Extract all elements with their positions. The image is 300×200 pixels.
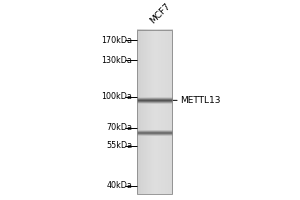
Text: 130kDa: 130kDa xyxy=(101,56,132,65)
Text: 170kDa: 170kDa xyxy=(101,36,132,45)
Text: 70kDa: 70kDa xyxy=(106,123,132,132)
Text: 40kDa: 40kDa xyxy=(106,181,132,190)
Text: METTL13: METTL13 xyxy=(172,96,220,105)
Text: 55kDa: 55kDa xyxy=(106,141,132,150)
Text: 100kDa: 100kDa xyxy=(101,92,132,101)
Bar xyxy=(136,30,172,194)
Text: MCF7: MCF7 xyxy=(148,2,172,26)
